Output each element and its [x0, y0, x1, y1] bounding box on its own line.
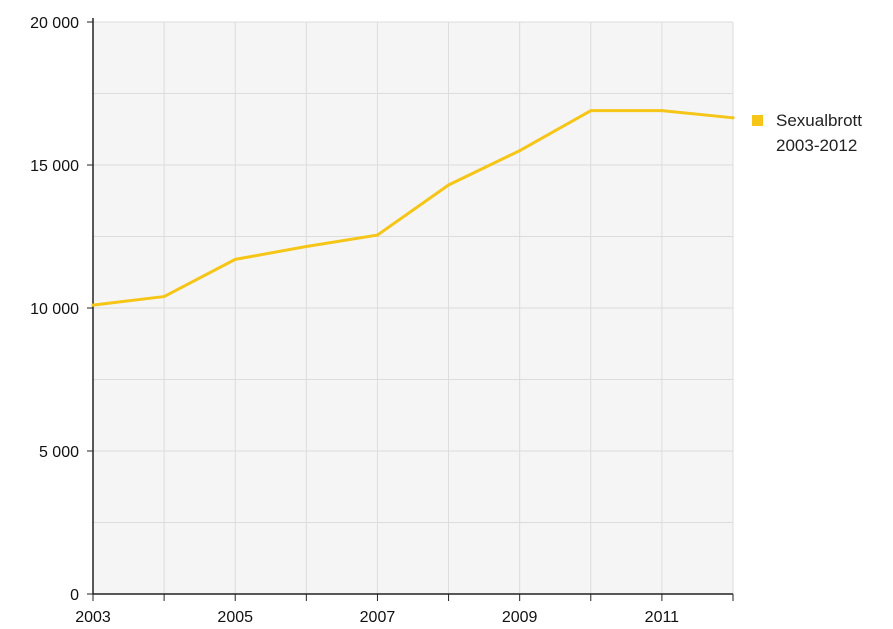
data-point: [91, 303, 95, 307]
x-tick-label: 2011: [645, 609, 680, 626]
data-point: [304, 245, 308, 249]
x-tick-label: 2003: [75, 609, 111, 626]
x-tick-label: 2007: [360, 609, 396, 626]
data-point: [375, 233, 379, 237]
series-group: [91, 109, 735, 307]
data-point: [233, 257, 237, 261]
series-line: [91, 109, 735, 307]
y-tick-label: 20 000: [30, 15, 79, 32]
y-axis-tick-labels: 0 5 000 10 000 15 000 20 000: [30, 15, 79, 604]
data-point: [589, 109, 593, 113]
data-point: [518, 149, 522, 153]
legend-label: Sexualbrott 2003-2012: [776, 111, 862, 155]
y-tick-label: 10 000: [30, 301, 79, 318]
data-point: [660, 109, 664, 113]
data-point: [731, 116, 735, 120]
x-tick-label: 2005: [217, 609, 253, 626]
y-tick-label: 5 000: [39, 444, 79, 461]
legend-swatch: [752, 115, 763, 126]
y-tick-label: 15 000: [30, 158, 79, 175]
x-tick-label: 2009: [502, 609, 538, 626]
x-axis-tick-labels: 2003 2005 2007 2009 2011: [75, 609, 679, 626]
y-tick-label: 0: [70, 587, 79, 604]
data-point: [447, 183, 451, 187]
data-point: [162, 295, 166, 299]
